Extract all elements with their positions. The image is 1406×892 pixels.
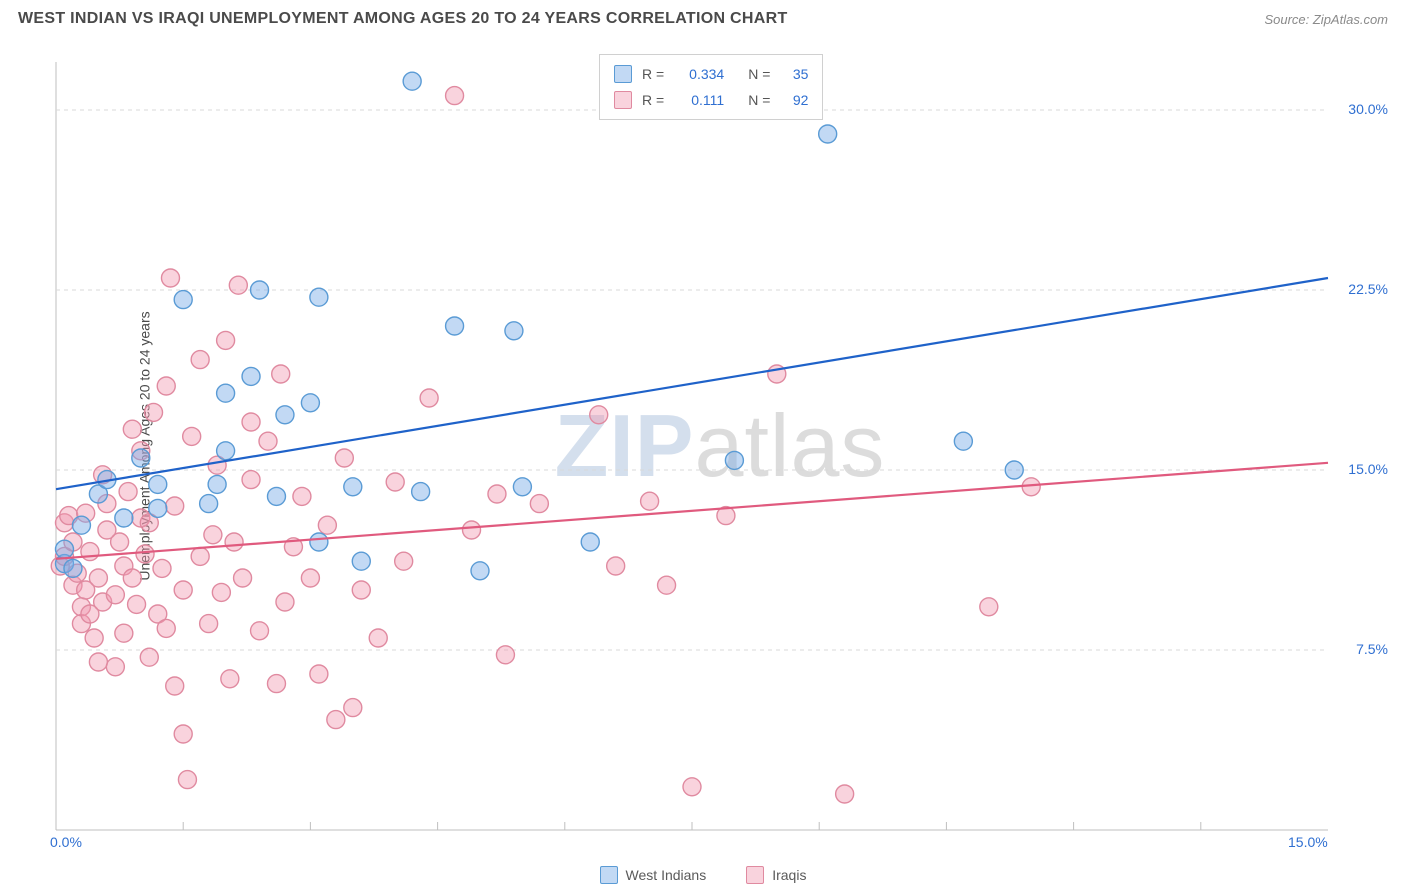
legend-swatch-1 <box>746 866 764 884</box>
legend-label-0: West Indians <box>626 867 707 883</box>
stats-r-value-1: 0.111 <box>674 92 724 108</box>
title-bar: WEST INDIAN VS IRAQI UNEMPLOYMENT AMONG … <box>0 0 1406 34</box>
ytick-label: 30.0% <box>1348 101 1388 117</box>
ytick-label: 22.5% <box>1348 281 1388 297</box>
legend-item-1: Iraqis <box>746 866 806 884</box>
stats-r-value-0: 0.334 <box>674 66 724 82</box>
chart-container: WEST INDIAN VS IRAQI UNEMPLOYMENT AMONG … <box>0 0 1406 892</box>
chart-source: Source: ZipAtlas.com <box>1264 12 1388 27</box>
ytick-label: 7.5% <box>1356 641 1388 657</box>
stats-legend: R = 0.334 N = 35 R = 0.111 N = 92 <box>599 54 823 120</box>
xtick-label: 0.0% <box>50 834 82 850</box>
stats-row-1: R = 0.111 N = 92 <box>614 87 808 113</box>
stats-n-value-0: 35 <box>780 66 808 82</box>
stats-n-label-0: N = <box>748 66 770 82</box>
stats-swatch-0 <box>614 65 632 83</box>
legend-label-1: Iraqis <box>772 867 806 883</box>
bottom-legend: West Indians Iraqis <box>0 866 1406 884</box>
plot-area: ZIPatlas R = 0.334 N = 35 R = 0.111 N = … <box>48 44 1392 848</box>
chart-title: WEST INDIAN VS IRAQI UNEMPLOYMENT AMONG … <box>18 10 788 28</box>
stats-r-label-1: R = <box>642 92 664 108</box>
stats-n-label-1: N = <box>748 92 770 108</box>
stats-row-0: R = 0.334 N = 35 <box>614 61 808 87</box>
legend-item-0: West Indians <box>600 866 707 884</box>
stats-swatch-1 <box>614 91 632 109</box>
stats-n-value-1: 92 <box>780 92 808 108</box>
scatter-plot-svg <box>48 44 1392 848</box>
legend-swatch-0 <box>600 866 618 884</box>
xtick-label: 15.0% <box>1288 834 1328 850</box>
stats-r-label-0: R = <box>642 66 664 82</box>
ytick-label: 15.0% <box>1348 461 1388 477</box>
